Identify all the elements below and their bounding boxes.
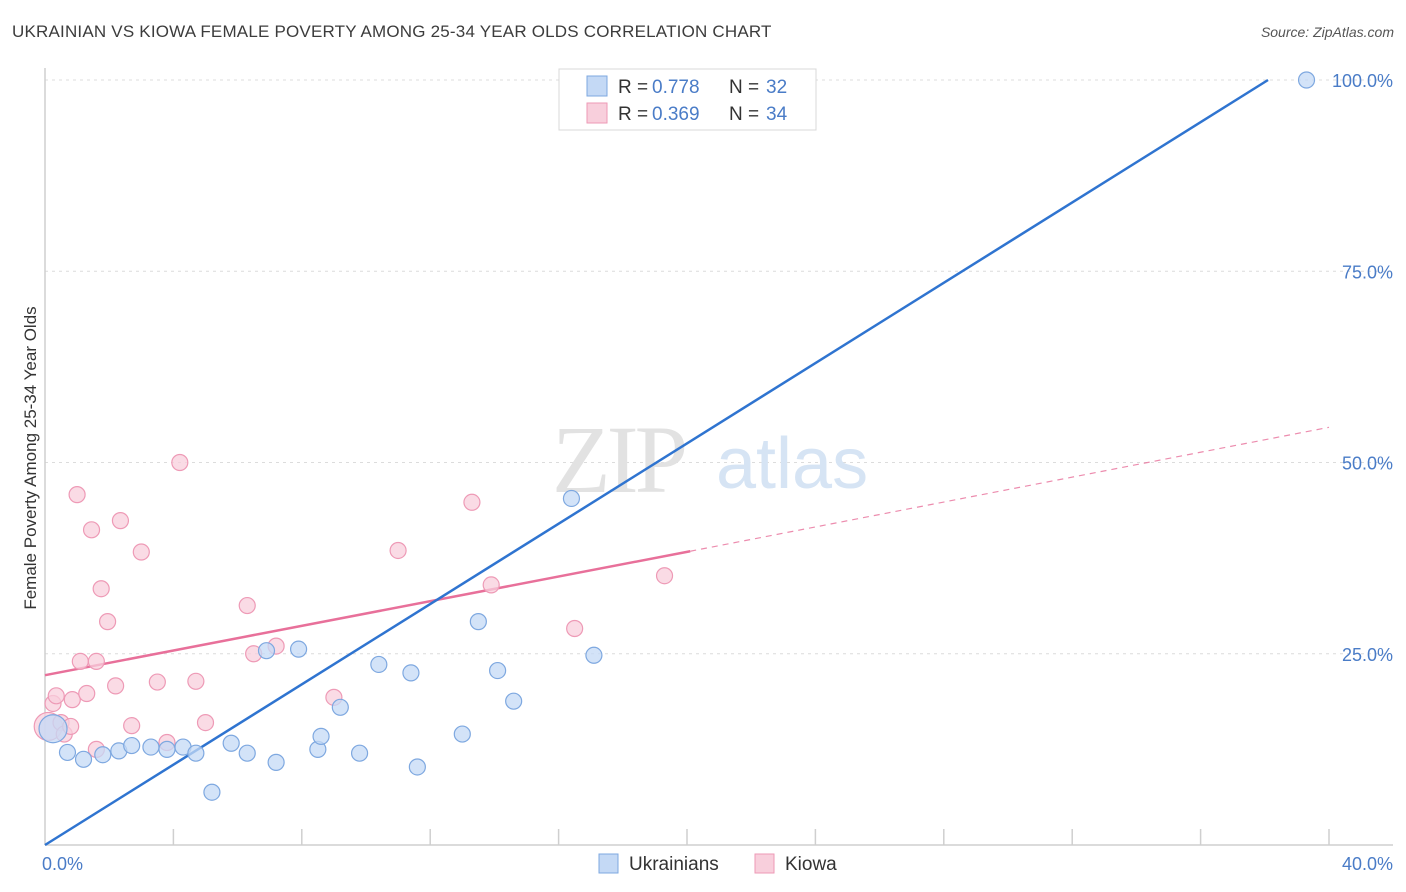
bottom-legend-label-ukrainians: Ukrainians — [629, 854, 719, 875]
kiowa-point-29 — [463, 493, 481, 511]
kiowa-point-2 — [47, 687, 65, 705]
kiowa-trend-extension — [690, 426, 1330, 552]
legend-r-value-2: 0.369 — [652, 104, 700, 125]
ukrainians-point-25 — [489, 661, 507, 680]
kiowa-point-23 — [196, 713, 215, 732]
ukrainians-point-20 — [370, 655, 388, 674]
ukrainians-point-23 — [453, 725, 471, 743]
ukrainians-point-7 — [158, 740, 176, 758]
kiowa-point-15 — [107, 677, 125, 695]
kiowa-point-18 — [132, 543, 150, 561]
ukrainians-point-1 — [58, 743, 77, 762]
x-tick-label-40: 40.0% — [1342, 854, 1393, 874]
legend-n-value-2: 34 — [766, 104, 788, 125]
kiowa-point-32 — [655, 567, 674, 585]
legend-swatch-kiowa — [586, 102, 608, 124]
bottom-legend-label-kiowa: Kiowa — [785, 854, 837, 875]
kiowa-point-31 — [566, 619, 584, 638]
kiowa-point-10 — [82, 521, 101, 539]
bottom-legend-swatch-ukrainians — [598, 853, 619, 874]
kiowa-point-8 — [71, 652, 89, 671]
watermark-atlas: atlas — [716, 424, 868, 504]
y-tick-label-50: 50.0% — [1342, 454, 1393, 474]
legend-n-value-1: 32 — [766, 77, 787, 98]
tick-labels: 25.0% 50.0% 75.0% 100.0% 0.0% 40.0% — [42, 71, 1393, 874]
ukrainians-point-24 — [469, 613, 487, 631]
kiowa-point-21 — [171, 453, 189, 472]
ukrainians-point-17 — [312, 727, 330, 745]
y-axis-title: Female Poverty Among 25-34 Year Olds — [21, 306, 40, 609]
y-tick-label-100: 100.0% — [1332, 71, 1393, 91]
ukrainians-trend-line — [44, 78, 1269, 847]
kiowa-point-28 — [389, 541, 407, 560]
kiowa-point-24 — [238, 596, 256, 615]
kiowa-point-6 — [63, 691, 81, 709]
legend-r-label-2: R = — [618, 104, 648, 125]
ukrainians-point-28 — [585, 646, 603, 664]
ukrainians-point-10 — [203, 783, 221, 801]
chart-title: UKRAINIAN VS KIOWA FEMALE POVERTY AMONG … — [12, 22, 772, 41]
legend-n-label-2: N = — [729, 104, 759, 125]
legend-r-value-1: 0.778 — [652, 77, 700, 98]
kiowa-point-13 — [92, 580, 110, 598]
kiowa-point-12 — [87, 652, 105, 671]
bottom-legend: Ukrainians Kiowa — [598, 853, 837, 875]
legend-swatch-ukrainians — [586, 75, 608, 97]
watermark: ZIP atlas — [552, 406, 868, 513]
ukrainians-point-15 — [289, 640, 308, 658]
ukrainians-point-14 — [267, 753, 285, 771]
ukrainians-point-2 — [74, 750, 93, 768]
kiowa-point-16 — [111, 512, 130, 530]
legend-r-label-1: R = — [618, 77, 648, 98]
ukrainians-point-3 — [94, 746, 112, 764]
kiowa-point-19 — [148, 673, 166, 691]
bottom-legend-swatch-kiowa — [754, 853, 775, 874]
ukrainians-point-0 — [38, 714, 68, 744]
y-tick-label-75: 75.0% — [1342, 262, 1393, 282]
kiowa-point-9 — [78, 684, 96, 703]
ukrainians-point-11 — [222, 734, 240, 752]
grid-lines — [45, 79, 1390, 655]
x-tick-label-0: 0.0% — [42, 854, 83, 874]
kiowa-point-22 — [187, 672, 205, 690]
ukrainians-point-27 — [562, 489, 581, 508]
ukrainians-point-5 — [123, 736, 141, 755]
kiowa-trend-line — [44, 550, 691, 677]
ukrainians-point-13 — [257, 642, 276, 660]
kiowa-point-14 — [98, 613, 117, 631]
ukrainians-point-29 — [1297, 71, 1316, 89]
ukrainians-point-18 — [331, 698, 349, 716]
trend-lines — [44, 78, 1330, 847]
kiowa-point-17 — [123, 717, 141, 735]
ukrainians-point-9 — [187, 744, 205, 762]
ukrainians-point-21 — [402, 664, 420, 682]
data-points — [33, 71, 1316, 801]
ukrainians-point-19 — [350, 744, 369, 762]
ukrainians-point-26 — [505, 692, 523, 710]
kiowa-point-30 — [482, 576, 500, 594]
kiowa-point-7 — [68, 486, 86, 504]
ukrainians-point-12 — [238, 744, 256, 762]
legend-n-label-1: N = — [729, 77, 759, 98]
ukrainians-point-6 — [142, 738, 160, 756]
ukrainians-point-22 — [408, 758, 426, 776]
source-label[interactable]: Source: ZipAtlas.com — [1260, 24, 1394, 40]
y-tick-label-25: 25.0% — [1342, 645, 1393, 665]
legend-box: R = 0.778 N = 32 R = 0.369 N = 34 — [558, 68, 817, 131]
